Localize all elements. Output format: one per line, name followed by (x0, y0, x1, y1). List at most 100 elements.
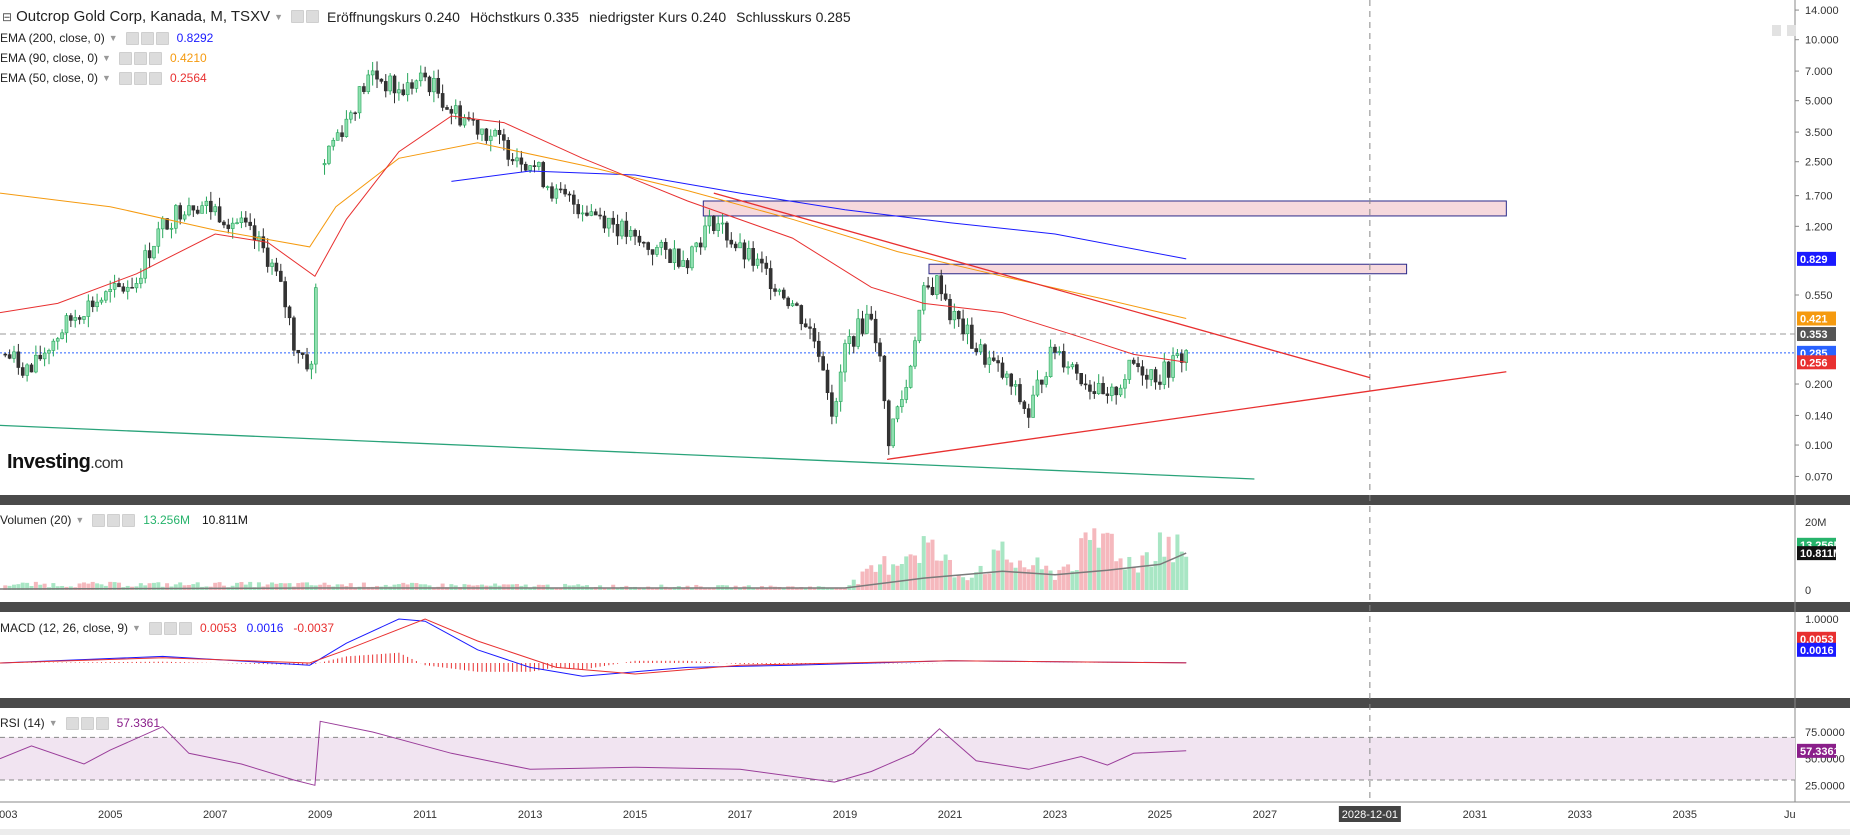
legend-buttons[interactable] (148, 621, 192, 635)
candle-body (825, 369, 830, 393)
macd-signal-line (0, 618, 1187, 675)
eye-icon[interactable] (92, 513, 106, 527)
volume-bar (340, 584, 345, 590)
macd-hist-value: 0.0053 (199, 621, 237, 635)
macd-legend[interactable]: MACD (12, 26, close, 9) ▼ 0.0053 0.0016 … (0, 621, 334, 635)
eye-icon[interactable] (291, 10, 304, 23)
candle-body (873, 318, 878, 344)
price-badge-bg (1797, 327, 1836, 342)
candle-body (611, 217, 616, 225)
settings-icon[interactable] (80, 716, 94, 730)
volume-bar (1153, 561, 1158, 590)
legend-buttons[interactable] (92, 513, 136, 527)
candle-body (1123, 379, 1127, 389)
candle-body (252, 225, 257, 241)
chevron-down-icon[interactable]: ▼ (48, 718, 58, 728)
volume-bar (11, 584, 16, 590)
candle-body (523, 163, 528, 171)
volume-bar (42, 583, 47, 590)
ema50-legend[interactable]: EMA (50, close, 0) ▼ 0.2564 (0, 71, 207, 85)
candle-body (274, 262, 279, 272)
candle-body (1070, 364, 1075, 368)
candle-body (427, 76, 432, 93)
candle-body (484, 128, 489, 141)
collapse-icon[interactable]: ⊟ (2, 9, 13, 24)
eye-icon[interactable] (148, 621, 162, 635)
price-tick-label: 0.550 (1805, 290, 1833, 302)
settings-icon[interactable] (107, 513, 121, 527)
ema200-legend[interactable]: EMA (200, close, 0) ▼ 0.8292 (0, 31, 213, 45)
low-value: 0.240 (691, 8, 727, 25)
candle-body (436, 77, 441, 94)
rsi-legend[interactable]: RSI (14) ▼ 57.3361 (0, 716, 160, 730)
arrow-down-icon[interactable] (1787, 25, 1796, 36)
candle-body (786, 297, 790, 307)
eye-icon[interactable] (65, 716, 79, 730)
candle-body (1075, 364, 1079, 374)
logo-brand: Investing (7, 451, 91, 473)
volume-bar (1057, 570, 1062, 590)
candle-body (401, 89, 406, 96)
close-icon[interactable] (155, 31, 169, 45)
volume-bar (1013, 567, 1018, 590)
settings-icon[interactable] (133, 71, 147, 85)
settings-icon[interactable] (133, 51, 147, 65)
close-icon[interactable] (178, 621, 192, 635)
candle-body (397, 89, 401, 94)
close-icon[interactable] (148, 71, 162, 85)
candle-body (458, 105, 462, 126)
candle-body (432, 77, 436, 93)
close-value: 0.285 (815, 8, 851, 25)
close-icon[interactable] (148, 51, 162, 65)
candle-body (707, 216, 712, 227)
volume-bar (838, 588, 843, 590)
volume-legend[interactable]: Volumen (20) ▼ 13.256M 10.811M (0, 513, 248, 527)
volume-bar (1122, 569, 1127, 590)
candle-body (712, 216, 716, 231)
chevron-down-icon[interactable]: ▼ (102, 73, 111, 83)
pane-toolbar[interactable] (1772, 25, 1796, 36)
candle-body (768, 268, 773, 290)
volume-bar (239, 582, 244, 590)
eye-icon[interactable] (118, 51, 132, 65)
chevron-down-icon[interactable]: ▼ (108, 33, 118, 43)
volume-bar (711, 587, 716, 590)
legend-buttons[interactable] (291, 10, 319, 23)
legend-buttons[interactable] (118, 51, 162, 65)
macd-badge-bg (1797, 631, 1836, 646)
eye-icon[interactable] (118, 71, 132, 85)
candle-body (921, 285, 926, 311)
candle-body (598, 214, 602, 217)
price-badge: 0.256 (1800, 357, 1828, 369)
arrow-up-icon[interactable] (1772, 25, 1781, 36)
close-icon[interactable] (95, 716, 109, 730)
settings-icon[interactable] (306, 10, 319, 23)
eye-icon[interactable] (125, 31, 139, 45)
candle-body (99, 299, 104, 303)
legend-buttons[interactable] (65, 716, 109, 730)
settings-icon[interactable] (163, 621, 177, 635)
legend-buttons[interactable] (118, 71, 162, 85)
chevron-down-icon[interactable]: ▼ (274, 11, 283, 22)
time-tick-label: 2035 (1673, 809, 1697, 821)
close-icon[interactable] (122, 513, 136, 527)
volume-bar (965, 580, 970, 590)
candle-body (95, 301, 99, 308)
time-tick-label: 2017 (728, 809, 752, 821)
volume-bar (108, 581, 113, 590)
chevron-down-icon[interactable]: ▼ (132, 623, 141, 633)
settings-icon[interactable] (140, 31, 154, 45)
symbol-title[interactable]: Outcrop Gold Corp, Kanada, M, TSXV (16, 8, 271, 25)
candle-body (1179, 353, 1184, 363)
low-label: niedrigster Kurs (589, 8, 688, 25)
volume-bar (891, 564, 896, 590)
chevron-down-icon[interactable]: ▼ (102, 53, 111, 63)
price-tick-label: 1.700 (1805, 191, 1833, 203)
ema90-legend[interactable]: EMA (90, close, 0) ▼ 0.4210 (0, 51, 207, 65)
candle-body (760, 258, 764, 264)
chevron-down-icon[interactable]: ▼ (75, 515, 85, 525)
volume-bar (186, 584, 191, 590)
ema90-value: 0.4210 (169, 51, 207, 65)
legend-buttons[interactable] (125, 31, 169, 45)
